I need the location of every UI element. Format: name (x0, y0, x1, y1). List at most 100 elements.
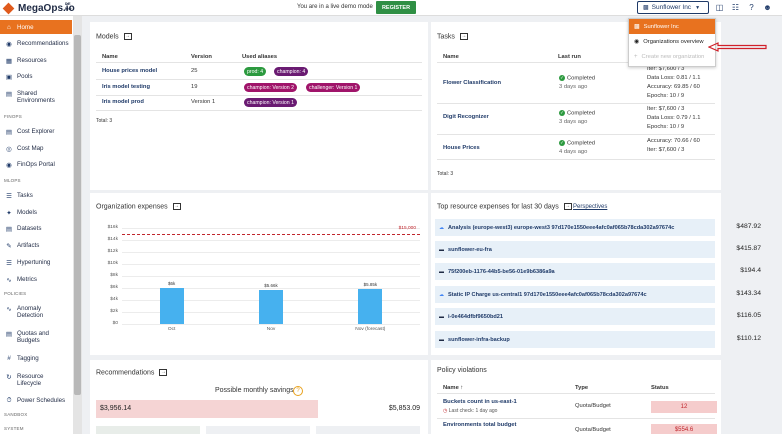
section-sandbox: SANDBOX (4, 412, 28, 417)
x-tick-label: Nov (forecast) (355, 327, 386, 332)
resource-row[interactable]: ▬ i-0e464dfbf9650bd21 (435, 308, 715, 325)
policy-status-badge: $554.6 (651, 424, 717, 434)
document-icon[interactable]: ☷ (731, 3, 740, 12)
sidebar-item-anomaly-detection[interactable]: ∿ Anomaly Detection (0, 305, 72, 319)
sidebar-item-cost-explorer[interactable]: ▤ Cost Explorer (5, 128, 55, 136)
y-tick-label: $12k (107, 249, 118, 254)
recommendation-tile[interactable] (316, 426, 420, 434)
policy-last-check: ◷ Last check: 1 day ago (443, 408, 498, 414)
org-expenses-title[interactable]: Organization expenses → (96, 203, 181, 211)
sidebar-scrollbar-thumb[interactable] (74, 35, 81, 395)
sidebar-item-recommendations[interactable]: ◉ Recommendations (0, 40, 72, 48)
dropdown-item-create-organization[interactable]: + Create new organization (634, 53, 705, 60)
logo-icon (2, 2, 15, 14)
sidebar-item-tagging[interactable]: # Tagging (0, 355, 72, 362)
user-account-icon[interactable]: ☻ (763, 3, 772, 12)
artifacts-icon: ✎ (6, 243, 12, 250)
resource-cost: $110.12 (736, 335, 761, 342)
top-resources-card: Top resource expenses for last 30 days → … (431, 193, 761, 355)
model-name-link[interactable]: Iris model prod (102, 99, 144, 105)
task-status: ✓ Completed (559, 110, 596, 117)
resource-row[interactable]: ▬ 75f200eb-1176-44b5-be56-01e9b6386a9a (435, 263, 715, 280)
tasks-header-name: Name (443, 54, 459, 60)
open-link-icon[interactable]: → (172, 203, 181, 210)
task-metric: Iter: $7,600 / 3 (647, 147, 685, 153)
resources-icon: ▦ (5, 58, 13, 65)
environments-icon: ▤ (5, 91, 13, 98)
sidebar (0, 16, 82, 434)
open-link-icon[interactable]: → (459, 33, 468, 40)
sidebar-item-resources[interactable]: ▦ Resources (5, 57, 47, 65)
red-arrow-annotation (708, 42, 767, 52)
register-button[interactable]: REGISTER (376, 1, 416, 14)
policy-name-link[interactable]: Environments total budget (443, 422, 517, 428)
model-version: Version 1 (191, 99, 216, 105)
top-resources-title[interactable]: Top resource expenses for last 30 days → (437, 203, 572, 211)
sidebar-item-datasets[interactable]: ▤ Datasets (5, 225, 42, 233)
sidebar-item-resource-lifecycle[interactable]: ↻ Resource Lifecycle (0, 373, 72, 387)
sort-arrow-up-icon: ↑ (460, 385, 464, 391)
sidebar-item-shared-environments[interactable]: ▤ Shared Environments (5, 90, 55, 104)
logo-demo-badge: DE MO (65, 1, 72, 11)
recommendations-icon: ◉ (6, 41, 12, 48)
resource-row[interactable]: ▬ sunflower-eu-fra (435, 241, 715, 258)
tasks-card-title[interactable]: Tasks → (437, 33, 468, 41)
sidebar-item-hypertuning[interactable]: ☰ Hypertuning (0, 259, 72, 267)
organization-selector[interactable]: ▩ Sunflower Inc ▼ (637, 1, 709, 14)
sidebar-item-power-schedules[interactable]: ⏱ Power Schedules (0, 397, 72, 405)
finops-portal-icon: ◉ (6, 162, 12, 169)
perspectives-link[interactable]: Perspectives (573, 204, 608, 210)
resource-row[interactable]: ▬ sunflower-infra-backup (435, 331, 715, 348)
dropdown-item-organizations-overview[interactable]: ◉ Organizations overview (634, 38, 704, 46)
recommendation-tile[interactable] (206, 426, 310, 434)
policy-violations-card: Policy violations Name ↑ Type Status Buc… (431, 360, 721, 434)
divider (437, 159, 715, 160)
sidebar-item-cost-map[interactable]: ◎ Cost Map (0, 145, 72, 153)
divider (437, 418, 715, 419)
sidebar-item-finops-portal[interactable]: ◉ FinOps Portal (0, 161, 72, 169)
book-icon[interactable]: ◫ (715, 3, 724, 12)
divider (437, 62, 715, 63)
org-expenses-card: Organization expenses → $0 $2k $4k $6k $8k $10… (90, 193, 428, 355)
dropdown-item-sunflower[interactable]: ▩ Sunflower Inc (629, 19, 715, 34)
policy-type: Quota/Budget (575, 427, 611, 433)
sidebar-item-quotas-budgets[interactable]: ▤ Quotas and Budgets (5, 330, 49, 344)
model-name-link[interactable]: Iris model testing (102, 84, 150, 90)
sidebar-item-pools[interactable]: ▣ Pools (5, 73, 33, 81)
quotas-icon: ▤ (5, 331, 13, 338)
models-card-title[interactable]: Models → (96, 33, 132, 41)
alias-badge: challenger: Version 1 (306, 83, 361, 92)
task-name-link[interactable]: Flower Classification (443, 80, 501, 86)
resource-row[interactable]: ☁ Analysis (europe-west3) europe-west3 97… (435, 219, 715, 236)
sidebar-item-metrics[interactable]: ∿ Metrics (0, 276, 72, 284)
open-link-icon[interactable]: → (159, 369, 168, 376)
open-link-icon[interactable]: → (563, 203, 572, 210)
section-finops: FINOPS (4, 114, 22, 119)
model-name-link[interactable]: House prices model (102, 68, 158, 74)
organization-selector-label: Sunflower Inc (651, 4, 692, 11)
expense-bar (259, 290, 283, 324)
task-name-link[interactable]: Digit Recognizer (443, 114, 489, 120)
sidebar-item-artifacts[interactable]: ✎ Artifacts (0, 242, 72, 250)
help-icon[interactable]: ? (293, 386, 303, 396)
recommendations-title[interactable]: Recommendations → (96, 369, 168, 377)
sidebar-item-models[interactable]: ✦ Models (0, 209, 72, 217)
models-total: Total: 3 (96, 118, 113, 124)
logo[interactable]: MegaOps.io DE MO (2, 1, 75, 15)
sidebar-item-home[interactable]: ⌂ Home (0, 20, 72, 34)
policy-name-link[interactable]: Buckets count in us-east-1 (443, 399, 517, 405)
resource-row[interactable]: ☁ Static IP Charge us-central1 97d170e155… (435, 286, 715, 303)
policy-header-name[interactable]: Name ↑ (443, 385, 464, 391)
task-name-link[interactable]: House Prices (443, 145, 480, 151)
budget-limit-line (122, 234, 420, 235)
chart-gridline (122, 276, 420, 277)
top-bar: MegaOps.io DE MO You are in a live demo … (0, 0, 782, 16)
bar-value-label: $5.66k (264, 283, 278, 289)
resource-cost: $116.05 (736, 312, 761, 319)
recommendation-tile[interactable] (96, 426, 200, 434)
help-icon[interactable]: ? (749, 3, 754, 12)
sidebar-item-tasks[interactable]: ☰ Tasks (0, 192, 72, 200)
policy-header-type: Type (575, 385, 589, 391)
resource-cost: $194.4 (740, 267, 761, 274)
open-link-icon[interactable]: → (123, 33, 132, 40)
